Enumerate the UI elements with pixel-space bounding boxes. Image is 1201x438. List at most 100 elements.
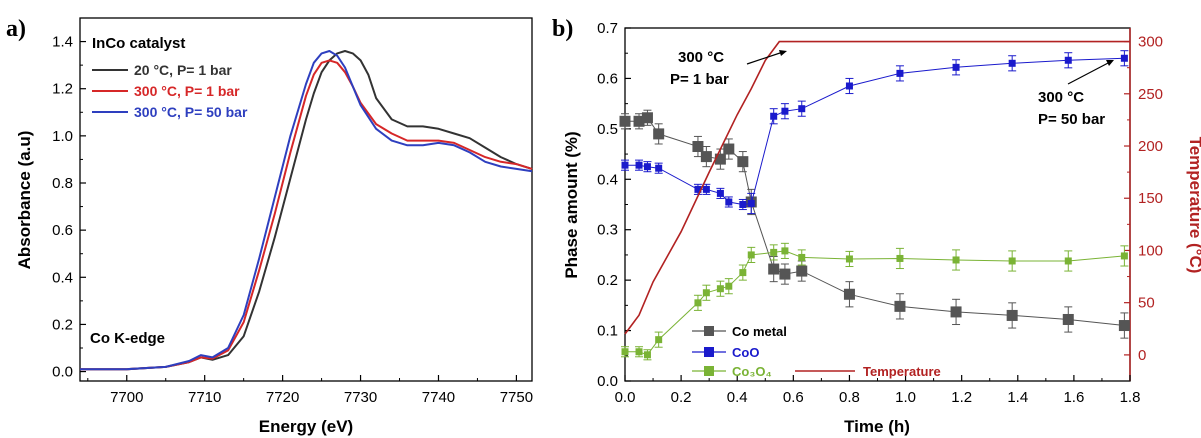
- panel-a-legend-label: 20 °C, P= 1 bar: [134, 62, 232, 78]
- panel-a-ytick-label: 1.4: [52, 34, 73, 51]
- annotation-1-arrow: [746, 51, 784, 65]
- panel-b-ytick-label: 0.6: [597, 70, 618, 87]
- panel-a-ytick-label: 0.8: [52, 175, 73, 192]
- panel-b-ytick-label: 0.1: [597, 323, 618, 340]
- panel-b-point: [1118, 320, 1130, 332]
- panel-b-point: [781, 247, 789, 255]
- annotation-1-line2: P= 1 bar: [670, 71, 729, 88]
- panel-b-point: [894, 300, 906, 312]
- panel-b-legend: Co metal CoO Co₃O₄ Temperature: [692, 324, 941, 379]
- panel-b-xtick-label: 0.6: [783, 389, 804, 406]
- panel-b-point: [702, 289, 710, 297]
- panel-a-ticks: 7700 7710 7720 7730 7740 7750 0.0 0.2 0.4 0.6 0.8 1…: [52, 34, 533, 406]
- panel-b-point: [694, 299, 702, 307]
- panel-b-legend-label: Co metal: [732, 324, 787, 339]
- panel-b-xtick-label: 0.8: [839, 389, 860, 406]
- panel-b-xtick-label: 1.6: [1063, 389, 1084, 406]
- panel-a-xtick-label: 7740: [422, 389, 455, 406]
- panel-b: b) 0.0 0.2 0.4 0.6 0.8 1.0 1.2 1.4 1.6 1.80.00.10…: [552, 16, 1201, 436]
- panel-b-legend-label: CoO: [732, 345, 759, 360]
- panel-b-point: [952, 256, 960, 264]
- panel-b-legend-swatch-marker: [704, 347, 714, 357]
- panel-b-xtick-label: 0.0: [615, 389, 636, 406]
- panel-b-point: [692, 141, 704, 153]
- annotation-1-line1: 300 °C: [678, 49, 724, 66]
- panel-b-point: [781, 107, 789, 115]
- panel-b-xtick-label: 1.2: [951, 389, 972, 406]
- panel-b-point: [952, 63, 960, 71]
- panel-b-xlabel: Time (h): [844, 417, 910, 436]
- panel-b-y2tick-label: 200: [1138, 138, 1163, 155]
- panel-a-ytick-label: 0.0: [52, 364, 73, 381]
- panel-b-point: [725, 198, 733, 206]
- panel-a-label: a): [6, 16, 26, 42]
- panel-b-point: [798, 105, 806, 113]
- panel-a-ytick-label: 1.0: [52, 128, 73, 145]
- panel-b-point: [694, 185, 702, 193]
- panel-b-point: [716, 189, 724, 197]
- panel-b-point: [723, 143, 735, 155]
- panel-b-ytick-label: 0.0: [597, 373, 618, 390]
- panel-b-point: [633, 115, 645, 127]
- panel-b-y2tick-label: 50: [1138, 295, 1155, 312]
- panel-b-point: [845, 82, 853, 90]
- panel-a-xtick-label: 7710: [188, 389, 221, 406]
- panel-b-point: [1008, 59, 1016, 67]
- panel-a-frame: [79, 17, 533, 382]
- panel-a-legend-label: 300 °C, P= 1 bar: [134, 83, 240, 99]
- panel-a-ylabel: Absorbance (a.u): [15, 131, 34, 270]
- annotation-1-arrowhead: [779, 50, 787, 56]
- panel-a-ytick-label: 0.6: [52, 222, 73, 239]
- panel-b-point: [739, 269, 747, 277]
- panel-b-point: [635, 348, 643, 356]
- panel-b-ytick-label: 0.7: [597, 20, 618, 37]
- panel-b-legend-swatch-marker: [704, 326, 714, 336]
- panel-b-point: [641, 112, 653, 124]
- panel-b-xtick-label: 0.4: [727, 389, 748, 406]
- annotation-2-line1: 300 °C: [1038, 89, 1084, 106]
- panel-b-label: b): [552, 16, 573, 42]
- panel-a-series-line-2: [80, 50, 533, 371]
- panel-b-y2tick-label: 300: [1138, 34, 1163, 51]
- temperature-line: [624, 40, 1130, 335]
- panel-a-annotation: Co K-edge: [90, 330, 165, 347]
- panel-b-xtick-label: 1.4: [1007, 389, 1028, 406]
- panel-a-ytick-label: 0.2: [52, 316, 73, 333]
- panel-b-point: [1064, 257, 1072, 265]
- panel-b-point: [845, 255, 853, 263]
- panel-b-point: [768, 263, 780, 275]
- panel-a-xtick-label: 7730: [344, 389, 377, 406]
- panel-b-xtick-label: 0.2: [671, 389, 692, 406]
- panel-b-point: [843, 288, 855, 300]
- panel-b-point: [714, 153, 726, 165]
- panel-b-point: [700, 151, 712, 163]
- panel-a-legend-title: InCo catalyst: [92, 35, 185, 52]
- panel-b-point: [1064, 56, 1072, 64]
- panel-b-ticks: 0.0 0.2 0.4 0.6 0.8 1.0 1.2 1.4 1.6 1.8 0.0 0.1 0.2 0…: [597, 20, 1163, 406]
- panel-a-legend-label: 300 °C, P= 50 bar: [134, 104, 248, 120]
- panel-b-ytick-label: 0.2: [597, 272, 618, 289]
- annotation-2-line2: P= 50 bar: [1038, 111, 1105, 128]
- panel-b-y2tick-label: 100: [1138, 242, 1163, 259]
- panel-b-ylabel: Phase amount (%): [562, 131, 581, 278]
- panel-a-ytick-label: 0.4: [52, 269, 73, 286]
- panel-b-point: [621, 161, 629, 169]
- panel-b-point: [770, 112, 778, 120]
- panel-a-ytick-label: 1.2: [52, 81, 73, 98]
- panel-b-point: [1120, 54, 1128, 62]
- panel-b-point: [655, 336, 663, 344]
- panel-b-point: [619, 115, 631, 127]
- panel-b-point: [1120, 252, 1128, 260]
- panel-b-legend-swatch-marker: [704, 366, 714, 376]
- panel-b-point: [796, 265, 808, 277]
- panel-b-xtick-label: 1.8: [1120, 389, 1141, 406]
- panel-b-legend-label: Co₃O₄: [732, 364, 772, 379]
- panel-b-point: [1006, 309, 1018, 321]
- panel-b-point: [896, 254, 904, 262]
- panel-b-point: [655, 164, 663, 172]
- panel-b-point: [739, 201, 747, 208]
- panel-b-point: [779, 268, 791, 280]
- panel-b-point: [716, 285, 724, 293]
- panel-b-point: [737, 156, 749, 168]
